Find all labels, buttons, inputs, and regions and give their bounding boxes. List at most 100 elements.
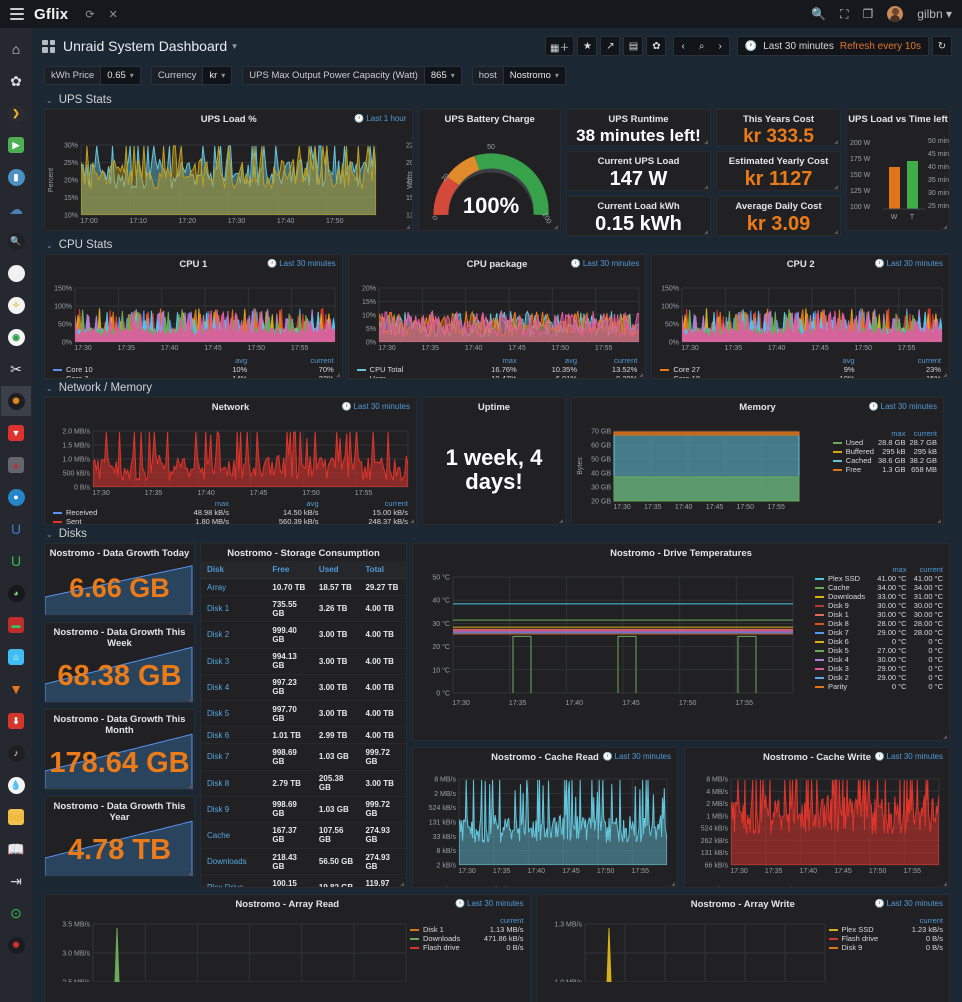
legend-row[interactable]: CPU Total 16.76% 10.35% 13.52% bbox=[355, 365, 640, 374]
legend-header[interactable]: avg bbox=[235, 356, 248, 365]
legend-header[interactable]: current bbox=[384, 499, 408, 508]
resize-handle[interactable] bbox=[937, 519, 941, 523]
legend-row[interactable]: Parity 0 °C 0 °C bbox=[813, 682, 945, 691]
legend-row[interactable]: User 10.47% 6.01% 9.39% bbox=[355, 374, 640, 378]
legend-row[interactable]: Disk 9 30.00 °C 30.00 °C bbox=[813, 601, 945, 610]
legend-row[interactable]: Disk 6 0 °C 0 °C bbox=[813, 637, 945, 646]
legend-row[interactable]: Downloads 471.86 kB/s bbox=[408, 934, 526, 943]
legend-row[interactable]: Disk 9 0 B/s bbox=[827, 943, 945, 952]
legend-label[interactable]: Disk 5 bbox=[813, 646, 872, 655]
table-row[interactable]: Disk 4 997.23 GB 3.00 TB 4.00 TB bbox=[201, 674, 406, 701]
resize-handle[interactable] bbox=[834, 230, 838, 234]
legend-label[interactable]: Flash drive bbox=[827, 934, 898, 943]
table-row[interactable]: Disk 2 999.40 GB 3.00 TB 4.00 TB bbox=[201, 621, 406, 649]
legend-label[interactable]: Cache bbox=[813, 583, 872, 592]
user-name[interactable]: gilbn ▾ bbox=[917, 7, 952, 21]
sidebar-item-bazarr[interactable]: ◉ bbox=[1, 322, 31, 352]
legend-label[interactable]: Plex SSD bbox=[827, 925, 898, 934]
sidebar-item-ombi[interactable]: ✂ bbox=[1, 354, 31, 384]
legend-label[interactable]: Core 18 bbox=[658, 374, 796, 378]
resize-handle[interactable] bbox=[400, 882, 404, 886]
table-row[interactable]: Disk 9 998.69 GB 1.03 GB 999.72 GB bbox=[201, 796, 406, 823]
sidebar-item-traefik[interactable]: ▬ bbox=[1, 610, 31, 640]
legend-header[interactable]: current bbox=[919, 565, 943, 574]
resize-handle[interactable] bbox=[943, 735, 947, 739]
variable-kwh-price[interactable]: kWh Price 0.65 ▾ bbox=[44, 66, 141, 85]
legend-label[interactable]: Disk 2 bbox=[813, 673, 872, 682]
panel-time-range[interactable]: 🕐 Last 30 minutes bbox=[602, 752, 671, 761]
sidebar-item-nzb[interactable]: ▲ bbox=[1, 450, 31, 480]
legend-label[interactable]: User bbox=[355, 374, 459, 378]
variable-value[interactable]: kr ▾ bbox=[209, 70, 226, 81]
resize-handle[interactable] bbox=[335, 373, 340, 377]
sidebar-item-water-drop[interactable]: 💧 bbox=[1, 770, 31, 800]
legend-header[interactable]: max bbox=[891, 429, 906, 438]
time-prev-button[interactable]: ‹ bbox=[681, 40, 685, 52]
row-header-cpu[interactable]: ⌄ CPU Stats bbox=[46, 239, 113, 251]
table-column-header[interactable]: Disk bbox=[201, 561, 267, 579]
legend-header[interactable]: current bbox=[913, 429, 937, 438]
row-header-disks[interactable]: ⌄ Disks bbox=[46, 528, 87, 540]
resize-handle[interactable] bbox=[639, 373, 644, 377]
legend-row[interactable]: Core 18 10% 15% bbox=[658, 374, 943, 378]
time-next-button[interactable]: › bbox=[718, 40, 722, 52]
legend-row[interactable]: Plex SSD 41.00 °C 41.00 °C bbox=[813, 574, 945, 583]
legend-header[interactable]: max bbox=[502, 356, 517, 365]
row-header-netmem[interactable]: ⌄ Network / Memory bbox=[46, 382, 152, 394]
sidebar-item-home-assistant[interactable]: ⌂ bbox=[1, 642, 31, 672]
panel-time-range[interactable]: 🕐 Last 30 minutes bbox=[868, 402, 937, 411]
table-row[interactable]: Cache 167.37 GB 107.56 GB 274.93 GB bbox=[201, 822, 406, 850]
sidebar-item-bookstack[interactable]: 📖 bbox=[1, 834, 31, 864]
share-button[interactable]: ↗ bbox=[600, 36, 621, 56]
legend-label[interactable]: Cached bbox=[831, 456, 876, 465]
legend-header[interactable]: current bbox=[919, 916, 943, 925]
legend-row[interactable]: Flash drive 0 B/s bbox=[827, 934, 945, 943]
table-row[interactable]: Array 10.70 TB 18.57 TB 29.27 TB bbox=[201, 578, 406, 597]
close-icon[interactable]: ✕ bbox=[108, 8, 118, 21]
resize-handle[interactable] bbox=[554, 225, 558, 229]
legend-row[interactable]: Disk 1 1.13 MB/s bbox=[408, 925, 526, 934]
legend-row[interactable]: Sent 1.80 MB/s 560.39 kB/s 248.37 kB/s bbox=[51, 517, 410, 524]
legend-header[interactable]: current bbox=[500, 916, 524, 925]
table-column-header[interactable]: Used bbox=[312, 561, 360, 579]
sidebar-item-logout[interactable]: ⇥ bbox=[1, 866, 31, 896]
legend-label[interactable]: CPU Total bbox=[355, 365, 459, 374]
sidebar-item-sabnzbd[interactable]: ● bbox=[1, 482, 31, 512]
sidebar-item-gitlab[interactable]: ▼ bbox=[1, 674, 31, 704]
sidebar-item-unraid[interactable]: ✺ bbox=[1, 386, 31, 416]
resize-handle[interactable] bbox=[834, 185, 838, 189]
zoom-out-button[interactable]: ⌕ bbox=[698, 40, 705, 52]
table-row[interactable]: Disk 1 735.55 GB 3.26 TB 4.00 TB bbox=[201, 595, 406, 623]
legend-row[interactable]: Used 28.8 GB 28.7 GB bbox=[831, 438, 939, 447]
legend-row[interactable]: Received 48.98 kB/s 14.50 kB/s 15.00 kB/s bbox=[51, 508, 410, 517]
legend-row[interactable]: Core 27 9% 23% bbox=[658, 365, 943, 374]
legend-label[interactable]: Disk 8 bbox=[813, 619, 872, 628]
panel-time-range[interactable]: 🕐 Last 30 minutes bbox=[570, 259, 640, 268]
panel-time-range[interactable]: 🕐 Last 30 minutes bbox=[455, 899, 524, 908]
legend-row[interactable]: Flash drive 0 B/s bbox=[408, 943, 526, 952]
save-button[interactable]: ▤ bbox=[623, 36, 644, 56]
sidebar-item-sonarr-search[interactable]: 🔍 bbox=[1, 226, 31, 256]
table-row[interactable]: Disk 3 994.13 GB 3.00 TB 4.00 TB bbox=[201, 648, 406, 675]
legend-header[interactable]: avg bbox=[306, 499, 319, 508]
legend-ups-load[interactable]: UPS Load Min: 15% Max: 25% Avg: 19% bbox=[53, 229, 203, 230]
legend-row[interactable]: Disk 8 28.00 °C 28.00 °C bbox=[813, 619, 945, 628]
legend-label[interactable]: Flash drive bbox=[408, 943, 473, 952]
resize-handle[interactable] bbox=[410, 519, 414, 523]
legend-cache-write[interactable]: Cache Current: 1.188 MB/s bbox=[685, 883, 949, 887]
fullscreen-icon[interactable]: ⛶ bbox=[840, 6, 849, 21]
legend-row[interactable]: Cache 34.00 °C 34.00 °C bbox=[813, 583, 945, 592]
add-panel-button[interactable]: ▦＋ bbox=[545, 36, 575, 56]
panel-time-range[interactable]: 🕐 Last 30 minutes bbox=[874, 899, 943, 908]
legend-watts[interactable]: Watts Min: 130 W Max: 216 W Avg: 162 W bbox=[250, 229, 404, 230]
refresh-button[interactable]: ↻ bbox=[932, 36, 952, 56]
legend-row[interactable]: Disk 4 30.00 °C 0 °C bbox=[813, 655, 945, 664]
legend-row[interactable]: Plex SSD 1.23 kB/s bbox=[827, 925, 945, 934]
sidebar-item-uptime[interactable]: U bbox=[1, 514, 31, 544]
sidebar-item-deluge[interactable]: ❯ bbox=[1, 98, 31, 128]
legend-label[interactable]: Disk 7 bbox=[813, 628, 872, 637]
legend-label[interactable]: Core 27 bbox=[658, 365, 796, 374]
legend-label[interactable]: Plex SSD bbox=[813, 574, 872, 583]
settings-button[interactable]: ✿ bbox=[646, 36, 667, 56]
search-icon[interactable]: 🔍 bbox=[811, 7, 827, 21]
